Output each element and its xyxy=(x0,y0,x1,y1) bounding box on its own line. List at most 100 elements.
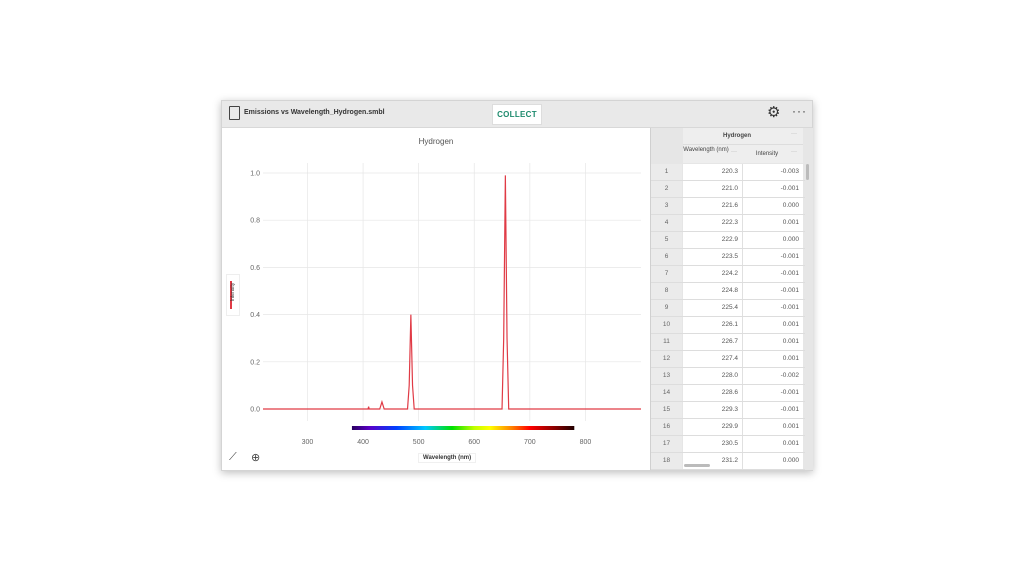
wavelength-cell[interactable]: 220.3 xyxy=(683,164,743,180)
wavelength-cell[interactable]: 224.2 xyxy=(683,266,743,282)
intensity-cell[interactable]: 0.001 xyxy=(743,436,803,452)
x-tick-label: 600 xyxy=(468,439,480,446)
row-number: 11 xyxy=(651,334,682,350)
vertical-scrollbar[interactable] xyxy=(806,164,809,180)
wavelength-cell[interactable]: 228.0 xyxy=(683,368,743,384)
row-number: 4 xyxy=(651,215,682,231)
y-axis-label[interactable]: Intensity xyxy=(226,274,240,316)
horizontal-scrollbar[interactable] xyxy=(684,464,710,467)
y-tick-label: 0.6 xyxy=(250,265,260,272)
table-row[interactable]: 8 224.8 -0.001 xyxy=(651,283,805,300)
row-number: 9 xyxy=(651,300,682,316)
wavelength-cell[interactable]: 228.6 xyxy=(683,385,743,401)
y-axis-label-text: Intensity xyxy=(230,282,236,302)
intensity-cell[interactable]: -0.001 xyxy=(743,249,803,265)
wavelength-cell[interactable]: 223.5 xyxy=(683,249,743,265)
wavelength-cell[interactable]: 224.8 xyxy=(683,283,743,299)
x-tick-label: 800 xyxy=(580,439,592,446)
row-number: 5 xyxy=(651,232,682,248)
intensity-cell[interactable]: -0.003 xyxy=(743,164,803,180)
table-row[interactable]: 13 228.0 -0.002 xyxy=(651,368,805,385)
group-more-icon[interactable]: ··· xyxy=(791,131,797,137)
column-more-icon[interactable]: ··· xyxy=(731,149,737,155)
wavelength-cell[interactable]: 230.5 xyxy=(683,436,743,452)
intensity-cell[interactable]: -0.001 xyxy=(743,402,803,418)
table-row[interactable]: 6 223.5 -0.001 xyxy=(651,249,805,266)
y-tick-label: 0.0 xyxy=(250,407,260,414)
row-number: 6 xyxy=(651,249,682,265)
more-icon[interactable]: ··· xyxy=(792,104,807,118)
collect-button[interactable]: COLLECT xyxy=(492,104,542,125)
row-number: 16 xyxy=(651,419,682,435)
intensity-cell[interactable]: -0.001 xyxy=(743,266,803,282)
table-row[interactable]: 14 228.6 -0.001 xyxy=(651,385,805,402)
visible-spectrum-bar xyxy=(351,426,575,430)
row-number: 18 xyxy=(651,453,682,469)
series-line xyxy=(263,175,641,410)
file-icon[interactable] xyxy=(229,106,240,120)
x-tick-label: 500 xyxy=(413,439,425,446)
wavelength-cell[interactable]: 221.6 xyxy=(683,198,743,214)
table-row[interactable]: 12 227.4 0.001 xyxy=(651,351,805,368)
table-row[interactable]: 11 226.7 0.001 xyxy=(651,334,805,351)
graph-options-icon[interactable]: ⟋ xyxy=(229,451,237,463)
column-more-icon[interactable]: ··· xyxy=(791,149,797,155)
plot[interactable]: 300 400 500 600 700 800 0.0 0.2 0.4 0.6 0.8 1.0 xyxy=(222,128,650,470)
intensity-cell[interactable]: 0.000 xyxy=(743,232,803,248)
intensity-cell[interactable]: 0.000 xyxy=(743,453,803,469)
gear-icon[interactable]: ⚙ xyxy=(767,104,781,121)
graph-title: Hydrogen xyxy=(418,137,454,146)
graph-panel: Hydrogen 300 400 500 600 700 800 0.0 0.2 0.4 0.6 0… xyxy=(222,128,650,470)
wavelength-cell[interactable]: 229.9 xyxy=(683,419,743,435)
intensity-cell[interactable]: -0.001 xyxy=(743,283,803,299)
row-number: 7 xyxy=(651,266,682,282)
wavelength-cell[interactable]: 222.3 xyxy=(683,215,743,231)
table-row[interactable]: 4 222.3 0.001 xyxy=(651,215,805,232)
column-header-intensity[interactable]: Intensity xyxy=(755,151,779,157)
wavelength-cell[interactable]: 227.4 xyxy=(683,351,743,367)
y-tick-label: 1.0 xyxy=(250,171,260,178)
wavelength-cell[interactable]: 226.1 xyxy=(683,317,743,333)
table-group-header: Hydrogen ··· xyxy=(683,128,803,145)
x-tick-label: 300 xyxy=(302,439,314,446)
intensity-cell[interactable]: 0.001 xyxy=(743,317,803,333)
wavelength-cell[interactable]: 225.4 xyxy=(683,300,743,316)
row-number: 17 xyxy=(651,436,682,452)
intensity-cell[interactable]: 0.001 xyxy=(743,351,803,367)
wavelength-cell[interactable]: 222.9 xyxy=(683,232,743,248)
row-number: 10 xyxy=(651,317,682,333)
table-row[interactable]: 16 229.9 0.001 xyxy=(651,419,805,436)
row-number: 12 xyxy=(651,351,682,367)
intensity-cell[interactable]: -0.001 xyxy=(743,300,803,316)
x-tick-label: 400 xyxy=(357,439,369,446)
table-row[interactable]: 9 225.4 -0.001 xyxy=(651,300,805,317)
table-row[interactable]: 1 220.3 -0.003 xyxy=(651,164,805,181)
wavelength-cell[interactable]: 221.0 xyxy=(683,181,743,197)
series-color-marker xyxy=(230,281,232,309)
table-row[interactable]: 18 231.2 0.000 xyxy=(651,453,805,470)
table-row[interactable]: 2 221.0 -0.001 xyxy=(651,181,805,198)
zoom-icon[interactable]: ⊕ xyxy=(251,452,261,464)
table-row[interactable]: 17 230.5 0.001 xyxy=(651,436,805,453)
intensity-cell[interactable]: 0.000 xyxy=(743,198,803,214)
row-number: 1 xyxy=(651,164,682,180)
table-row[interactable]: 7 224.2 -0.001 xyxy=(651,266,805,283)
intensity-cell[interactable]: -0.001 xyxy=(743,181,803,197)
table-group-title: Hydrogen xyxy=(722,133,751,139)
wavelength-cell[interactable]: 229.3 xyxy=(683,402,743,418)
x-axis-label[interactable]: Wavelength (nm) xyxy=(418,453,477,463)
column-header-wavelength[interactable]: Wavelength (nm) xyxy=(683,147,729,153)
intensity-cell[interactable]: -0.001 xyxy=(743,385,803,401)
row-number: 2 xyxy=(651,181,682,197)
intensity-cell[interactable]: 0.001 xyxy=(743,215,803,231)
y-tick-label: 0.2 xyxy=(250,359,260,366)
y-tick-label: 0.4 xyxy=(250,312,260,319)
intensity-cell[interactable]: 0.001 xyxy=(743,334,803,350)
table-row[interactable]: 15 229.3 -0.001 xyxy=(651,402,805,419)
table-row[interactable]: 10 226.1 0.001 xyxy=(651,317,805,334)
intensity-cell[interactable]: -0.002 xyxy=(743,368,803,384)
table-row[interactable]: 3 221.6 0.000 xyxy=(651,198,805,215)
table-row[interactable]: 5 222.9 0.000 xyxy=(651,232,805,249)
wavelength-cell[interactable]: 226.7 xyxy=(683,334,743,350)
intensity-cell[interactable]: 0.001 xyxy=(743,419,803,435)
